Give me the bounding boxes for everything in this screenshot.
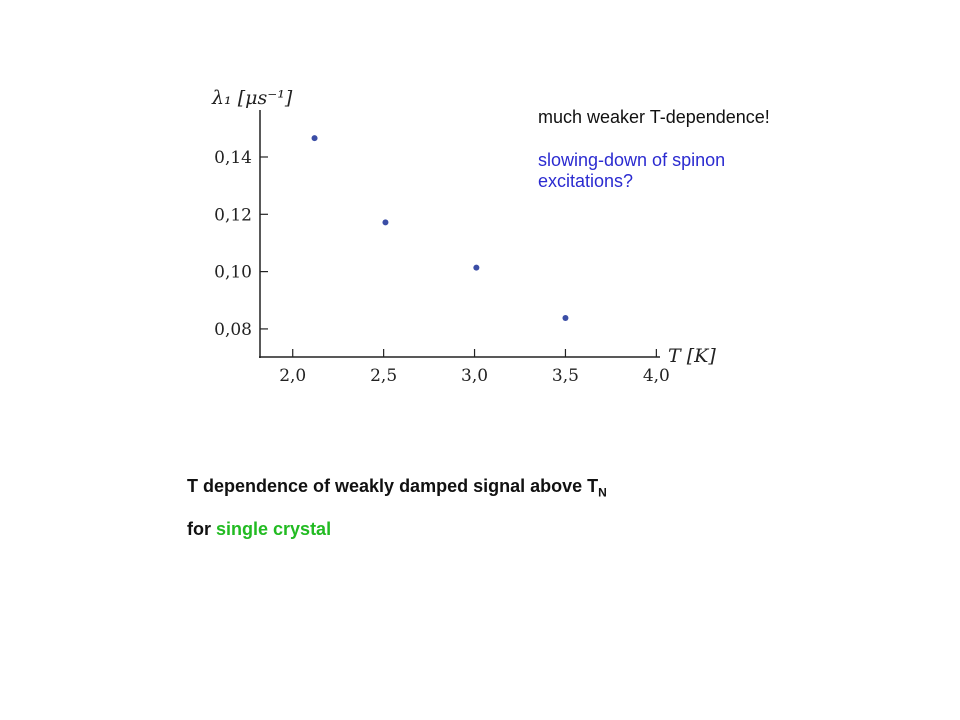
point xyxy=(311,135,318,142)
caption-highlight: single crystal xyxy=(216,519,332,539)
point xyxy=(562,315,569,322)
caption-subscript: N xyxy=(598,485,607,500)
point xyxy=(473,264,480,271)
caption: T dependence of weakly damped signal abo… xyxy=(187,476,607,500)
x-axis-label: T [K] xyxy=(668,345,716,367)
y-axis-label: λ₁ [μs⁻¹] xyxy=(211,87,293,109)
y-tick-label: 0,10 xyxy=(214,263,252,283)
x-tick-label: 3,0 xyxy=(461,366,488,386)
caption: for single crystal xyxy=(187,519,331,540)
x-tick-label: 2,0 xyxy=(279,366,306,386)
x-tick-label: 3,5 xyxy=(552,366,579,386)
caption-text: for xyxy=(187,519,211,539)
y-tick-label: 0,14 xyxy=(214,148,252,168)
annotation: slowing-down of spinon excitations? xyxy=(538,150,726,191)
y-tick-label: 0,08 xyxy=(214,320,252,340)
caption-text: T dependence of weakly damped signal abo… xyxy=(187,476,599,496)
annotation: much weaker T-dependence! xyxy=(538,107,770,127)
x-tick-label: 2,5 xyxy=(370,366,397,386)
x-tick-label: 4,0 xyxy=(643,366,670,386)
y-tick-label: 0,12 xyxy=(214,205,252,225)
point xyxy=(382,219,389,226)
